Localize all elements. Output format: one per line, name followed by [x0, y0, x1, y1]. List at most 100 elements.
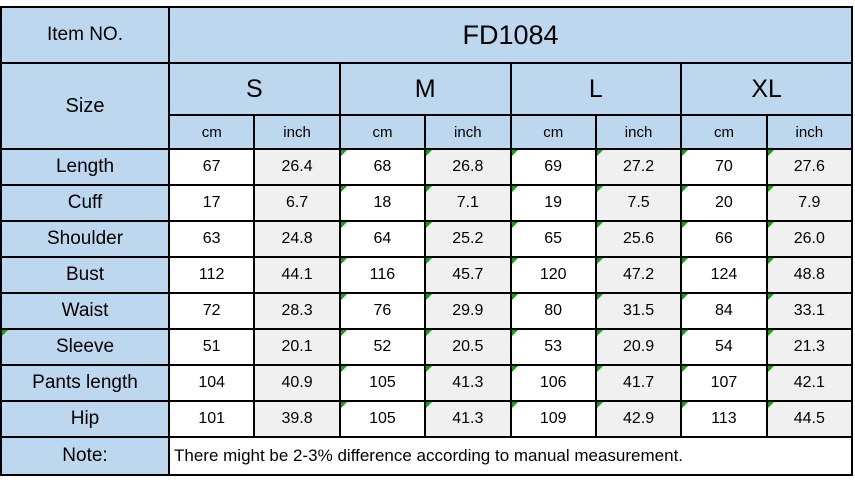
measurement-cell: 52 — [338, 328, 427, 366]
measurement-cell: 21.3 — [765, 328, 854, 366]
unit-header: cm — [167, 114, 256, 150]
measurement-cell: 68 — [338, 148, 427, 186]
measurement-cell: 27.6 — [765, 148, 854, 186]
measurement-cell: 41.7 — [594, 364, 683, 402]
row-label: Bust — [0, 256, 170, 294]
item-no-value: FD1084 — [168, 6, 853, 64]
measurement-row-waist: Waist 72 28.3 76 29.9 80 31.5 84 33.1 — [0, 292, 854, 330]
row-label: Sleeve — [0, 328, 170, 366]
measurement-cell: 40.9 — [253, 364, 341, 402]
measurement-cell: 24.8 — [253, 220, 341, 258]
measurement-cell: 67 — [167, 148, 256, 186]
measurement-cell: 19 — [509, 184, 597, 222]
measurement-cell: 25.2 — [424, 220, 512, 258]
unit-header: cm — [509, 114, 597, 150]
measurement-cell: 39.8 — [253, 400, 341, 438]
row-label: Pants length — [0, 364, 170, 402]
measurement-cell: 29.9 — [424, 292, 512, 330]
unit-header: cm — [680, 114, 768, 150]
measurement-cell: 7.1 — [424, 184, 512, 222]
unit-header: inch — [594, 114, 683, 150]
measurement-cell: 64 — [338, 220, 427, 258]
measurement-cell: 120 — [509, 256, 597, 294]
row-label: Waist — [0, 292, 170, 330]
measurement-cell: 69 — [509, 148, 597, 186]
measurement-cell: 41.3 — [424, 400, 512, 438]
measurement-cell: 25.6 — [594, 220, 683, 258]
measurement-row-cuff: Cuff 17 6.7 18 7.1 19 7.5 20 7.9 — [0, 184, 854, 222]
measurement-cell: 101 — [167, 400, 256, 438]
measurement-cell: 63 — [167, 220, 256, 258]
unit-header-row: cm inch cm inch cm inch cm inch — [1, 114, 854, 150]
measurement-row-shoulder: Shoulder 63 24.8 64 25.2 65 25.6 66 26.0 — [0, 220, 854, 258]
row-label: Shoulder — [0, 220, 170, 258]
measurement-cell: 42.9 — [594, 400, 683, 438]
note-label: Note: — [0, 436, 170, 476]
measurement-cell: 53 — [509, 328, 597, 366]
measurement-cell: 20.1 — [253, 328, 341, 366]
measurement-cell: 65 — [509, 220, 597, 258]
measurement-cell: 41.3 — [424, 364, 512, 402]
row-label: Length — [0, 148, 170, 186]
measurement-cell: 48.8 — [765, 256, 854, 294]
measurement-cell: 18 — [338, 184, 427, 222]
size-label: Size — [0, 62, 170, 150]
measurement-cell: 27.2 — [594, 148, 683, 186]
measurement-cell: 33.1 — [765, 292, 854, 330]
size-header-l: L — [509, 62, 683, 116]
measurement-row-bust: Bust 112 44.1 116 45.7 120 47.2 124 48.8 — [0, 256, 854, 294]
measurement-cell: 70 — [680, 148, 768, 186]
measurement-cell: 44.5 — [765, 400, 854, 438]
unit-header: cm — [338, 114, 427, 150]
measurement-cell: 72 — [167, 292, 256, 330]
size-header-s: S — [168, 62, 341, 116]
measurement-row-hip: Hip 101 39.8 105 41.3 109 42.9 113 44.5 — [0, 400, 854, 438]
measurement-cell: 113 — [680, 400, 768, 438]
measurement-cell: 109 — [509, 400, 597, 438]
size-header-xl: XL — [680, 62, 853, 116]
measurement-cell: 42.1 — [765, 364, 854, 402]
size-header-row: Size S M L XL — [0, 62, 853, 150]
row-label: Cuff — [0, 184, 170, 222]
measurement-cell: 116 — [338, 256, 427, 294]
measurement-cell: 106 — [509, 364, 597, 402]
measurement-cell: 7.5 — [594, 184, 683, 222]
measurement-cell: 80 — [509, 292, 597, 330]
item-no-label: Item NO. — [0, 6, 170, 64]
measurement-cell: 17 — [167, 184, 256, 222]
measurement-cell: 66 — [680, 220, 768, 258]
note-row: Note: There might be 2-3% difference acc… — [0, 436, 853, 476]
unit-header: inch — [253, 114, 341, 150]
note-text: There might be 2-3% difference according… — [168, 436, 853, 476]
measurement-cell: 104 — [167, 364, 256, 402]
measurement-cell: 47.2 — [594, 256, 683, 294]
measurement-cell: 28.3 — [253, 292, 341, 330]
measurement-cell: 76 — [338, 292, 427, 330]
measurement-row-sleeve: Sleeve 51 20.1 52 20.5 53 20.9 54 21.3 — [0, 328, 854, 366]
measurement-cell: 124 — [680, 256, 768, 294]
measurement-cell: 51 — [167, 328, 256, 366]
measurement-cell: 6.7 — [253, 184, 341, 222]
measurement-cell: 45.7 — [424, 256, 512, 294]
row-label: Hip — [0, 400, 170, 438]
size-chart-table: Item NO. FD1084 Size S M L XL cm inch cm… — [0, 6, 854, 476]
measurement-cell: 31.5 — [594, 292, 683, 330]
measurement-cell: 54 — [680, 328, 768, 366]
unit-header: inch — [765, 114, 854, 150]
measurement-cell: 112 — [167, 256, 256, 294]
measurement-row-pants-length: Pants length 104 40.9 105 41.3 106 41.7 … — [0, 364, 854, 402]
measurement-cell: 20.5 — [424, 328, 512, 366]
unit-header: inch — [424, 114, 512, 150]
measurement-cell: 84 — [680, 292, 768, 330]
size-header-m: M — [338, 62, 512, 116]
measurement-cell: 7.9 — [765, 184, 854, 222]
measurement-cell: 44.1 — [253, 256, 341, 294]
measurement-cell: 26.8 — [424, 148, 512, 186]
measurement-cell: 20.9 — [594, 328, 683, 366]
measurement-cell: 26.0 — [765, 220, 854, 258]
item-no-row: Item NO. FD1084 — [0, 6, 853, 64]
measurement-row-length: Length 67 26.4 68 26.8 69 27.2 70 27.6 — [0, 148, 854, 186]
measurement-cell: 26.4 — [253, 148, 341, 186]
measurement-cell: 105 — [338, 400, 427, 438]
measurement-cell: 107 — [680, 364, 768, 402]
